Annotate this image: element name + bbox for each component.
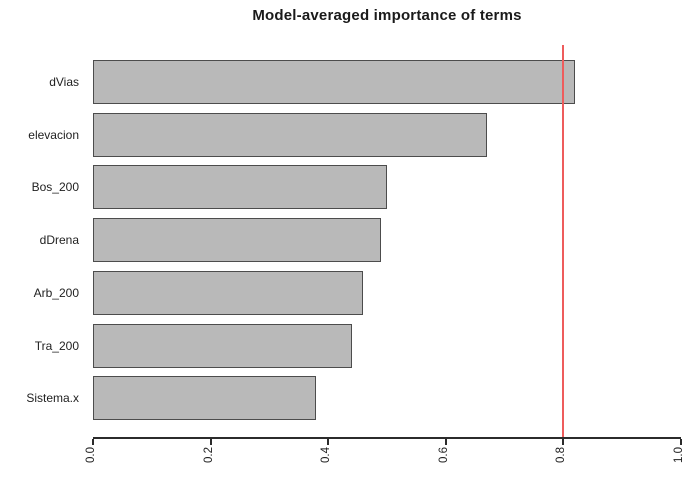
x-tick-0.8 [562,439,565,445]
bar-dDrena [93,218,382,263]
x-tick-label-0.0: 0.0 [85,447,97,463]
x-tick-label-1.0: 1.0 [673,447,685,463]
plot-area [93,45,681,439]
category-label-Arb_200: Arb_200 [33,285,79,300]
chart-title: Model-averaged importance of terms [252,7,522,24]
bar-Sistema.x [93,376,317,421]
bar-Bos_200 [93,165,387,210]
category-label-elevacion: elevacion [28,127,79,142]
x-tick-0.4 [327,439,330,445]
bar-Arb_200 [93,270,364,315]
x-tick-1.0 [680,439,682,445]
x-tick-0.0 [92,439,94,445]
x-tick-label-0.8: 0.8 [555,447,568,463]
x-tick-0.2 [209,439,212,445]
bar-dVias [93,60,576,104]
category-label-Tra_200: Tra_200 [34,338,79,353]
category-label-dVias: dVias [49,75,79,89]
x-tick-label-0.6: 0.6 [437,447,450,463]
category-label-Bos_200: Bos_200 [31,180,79,195]
bar-elevacion [93,112,487,157]
x-tick-label-0.2: 0.2 [202,447,215,463]
reference-line [562,45,565,437]
x-tick-0.6 [444,439,447,445]
bar-Tra_200 [93,323,352,368]
category-label-Sistema.x: Sistema.x [26,391,79,406]
category-label-dDrena: dDrena [39,233,79,248]
x-tick-label-0.4: 0.4 [320,447,333,463]
